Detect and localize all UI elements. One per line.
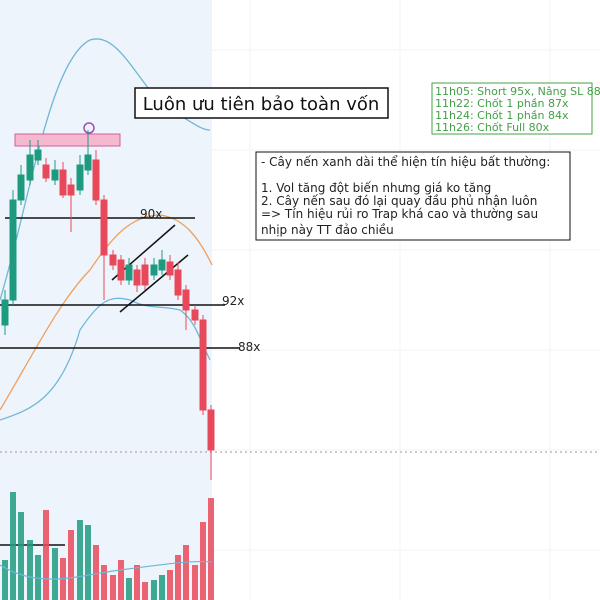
channel-line (119, 254, 189, 313)
zone (14, 133, 121, 147)
note-line: nhịp này TT đảo chiều (261, 223, 394, 237)
level-label: 88x (238, 340, 260, 354)
log-line: 11h26: Chốt Full 80x (435, 121, 550, 134)
marker (83, 122, 95, 134)
log-line: 11h22: Chốt 1 phần 87x (435, 97, 569, 110)
middle-band (0, 214, 213, 411)
log-line: 11h05: Short 95x, Nâng SL 88 (435, 85, 600, 98)
title: Luôn ưu tiên bảo toàn vốn (143, 94, 380, 115)
log-box (431, 82, 593, 135)
note-box (255, 151, 571, 241)
volume (2, 492, 214, 600)
level-label: 92x (222, 294, 244, 308)
log-line: 11h24: Chốt 1 phần 84x (435, 109, 569, 122)
candles (1, 130, 215, 480)
title-box (134, 87, 389, 119)
lower-band (0, 297, 211, 421)
volume-ma (0, 560, 213, 580)
level-label: 90x (140, 207, 162, 221)
note-line: => Tín hiệu rủi ro Trap khá cao và thườn… (261, 207, 538, 221)
note-line: - Cây nến xanh dài thể hiện tín hiệu bất… (261, 155, 550, 169)
note-line: 1. Vol tăng đột biến nhưng giá ko tăng (261, 181, 491, 195)
note-line: 2. Cây nến sau đó lại quay đầu phủ nhận … (261, 194, 537, 208)
